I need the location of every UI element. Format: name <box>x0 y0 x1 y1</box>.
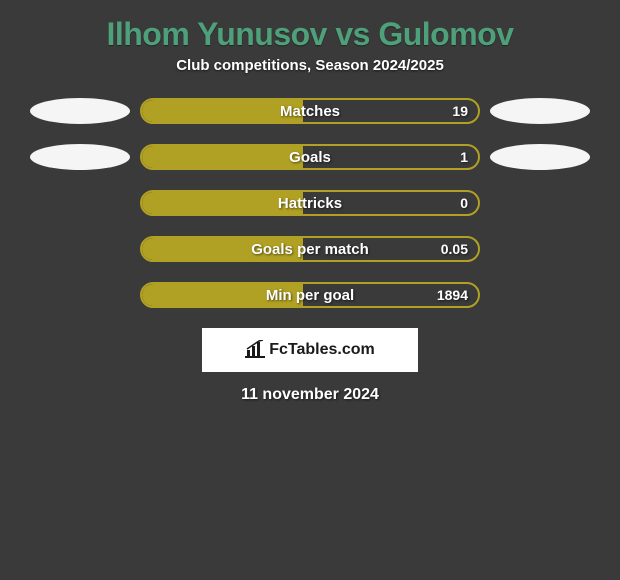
stat-label: Goals <box>142 149 478 166</box>
player-right-icon <box>490 144 590 170</box>
stat-rows: Matches19 Goals1 Hattricks0 Goals per match… <box>0 98 620 308</box>
player-spacer <box>490 190 590 216</box>
stat-value: 0.05 <box>441 241 468 257</box>
branding-label: FcTables.com <box>269 341 375 359</box>
stat-label: Goals per match <box>142 241 478 258</box>
stat-row: Goals1 <box>0 144 620 170</box>
player-spacer <box>490 236 590 262</box>
stat-bar: Goals1 <box>140 144 480 170</box>
stat-row: Goals per match0.05 <box>0 236 620 262</box>
stat-value: 1 <box>460 149 468 165</box>
branding-box: FcTables.com <box>202 328 418 372</box>
stat-row: Min per goal1894 <box>0 282 620 308</box>
stat-row: Hattricks0 <box>0 190 620 216</box>
stat-label: Matches <box>142 103 478 120</box>
stat-row: Matches19 <box>0 98 620 124</box>
player-spacer <box>30 282 130 308</box>
stat-label: Min per goal <box>142 287 478 304</box>
stat-bar: Hattricks0 <box>140 190 480 216</box>
player-spacer <box>490 282 590 308</box>
stat-value: 0 <box>460 195 468 211</box>
footer-date: 11 november 2024 <box>0 386 620 404</box>
player-spacer <box>30 236 130 262</box>
player-left-icon <box>30 144 130 170</box>
stat-bar: Min per goal1894 <box>140 282 480 308</box>
stat-label: Hattricks <box>142 195 478 212</box>
player-spacer <box>30 190 130 216</box>
stat-bar: Goals per match0.05 <box>140 236 480 262</box>
chart-icon <box>245 340 265 361</box>
stat-value: 1894 <box>437 287 468 303</box>
page-title: Ilhom Yunusov vs Gulomov <box>0 16 620 53</box>
player-left-icon <box>30 98 130 124</box>
page-subtitle: Club competitions, Season 2024/2025 <box>0 57 620 74</box>
comparison-card: Ilhom Yunusov vs Gulomov Club competitio… <box>0 0 620 404</box>
stat-value: 19 <box>452 103 468 119</box>
player-right-icon <box>490 98 590 124</box>
stat-bar: Matches19 <box>140 98 480 124</box>
